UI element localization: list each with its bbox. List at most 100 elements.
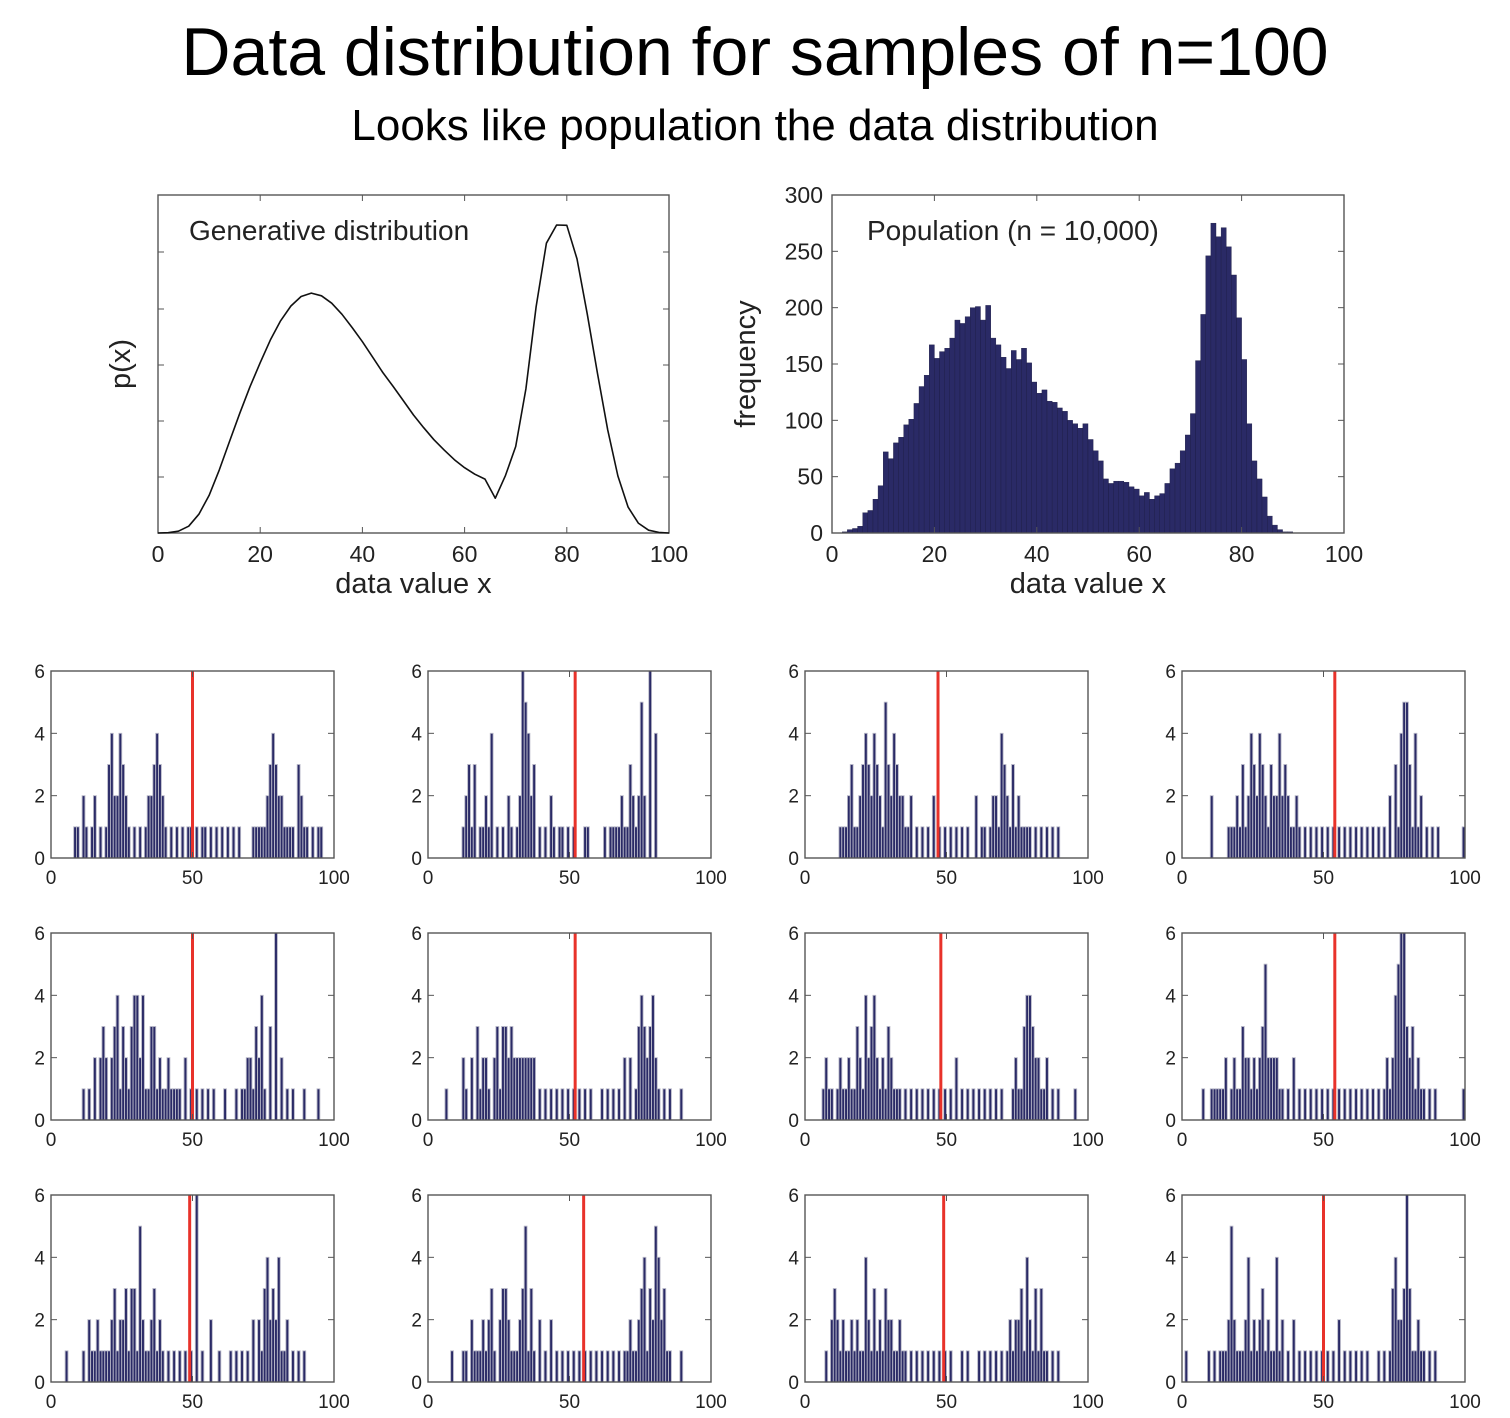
sample-histogram-2: 0 50 100 0 2 4 6 bbox=[411, 662, 726, 889]
y-tick-label: 0 bbox=[788, 1373, 799, 1394]
histogram-bar bbox=[893, 442, 899, 534]
sample-histogram-12: 0 50 100 0 2 4 6 bbox=[1165, 1186, 1480, 1413]
histogram-bar bbox=[1365, 1088, 1370, 1121]
histogram-bar bbox=[1062, 411, 1068, 534]
histogram-bar bbox=[450, 1350, 454, 1383]
sample-histogram-11: 0 50 100 0 2 4 6 bbox=[788, 1186, 1103, 1413]
x-tick-label: 100 bbox=[695, 1130, 727, 1151]
histogram-bar bbox=[1041, 389, 1048, 534]
histogram-bar bbox=[138, 826, 143, 859]
y-tick-label: 4 bbox=[1165, 724, 1176, 745]
axes-frame bbox=[427, 932, 712, 1121]
histogram-bar bbox=[552, 826, 556, 859]
histogram-bar bbox=[1159, 493, 1166, 534]
histogram-bar bbox=[583, 1088, 587, 1121]
histogram-bar bbox=[668, 1088, 672, 1121]
histogram-bar bbox=[877, 485, 884, 534]
histogram-bar bbox=[1205, 255, 1212, 534]
histogram-bar bbox=[920, 1350, 925, 1383]
histogram-bar bbox=[81, 1350, 86, 1383]
histogram-bar bbox=[954, 826, 959, 859]
histogram-bar bbox=[1325, 1350, 1330, 1383]
y-tick-label: 0 bbox=[411, 849, 422, 870]
x-tick-label: 60 bbox=[1126, 541, 1152, 567]
histogram-bar bbox=[1231, 274, 1237, 534]
histogram-bar bbox=[1376, 1088, 1381, 1121]
panel-label: Population (n = 10,000) bbox=[867, 215, 1159, 246]
y-tick-label: 4 bbox=[1165, 1248, 1176, 1269]
histogram-bar bbox=[1045, 826, 1049, 859]
y-tick-label: 0 bbox=[1165, 849, 1176, 870]
histogram-bar bbox=[1291, 1057, 1296, 1121]
histogram-bar bbox=[1169, 468, 1176, 534]
histogram-bar bbox=[931, 1350, 936, 1383]
histogram-bar bbox=[231, 826, 236, 859]
histogram-bar bbox=[1308, 826, 1313, 859]
histogram-bar bbox=[296, 1350, 301, 1383]
sample-histogram-6: 0 50 100 0 2 4 6 bbox=[411, 924, 726, 1151]
histogram-bar bbox=[87, 1088, 92, 1121]
histogram-bar bbox=[1077, 428, 1084, 534]
histogram-bar bbox=[653, 732, 658, 859]
histogram-bar bbox=[977, 1088, 981, 1121]
histogram-bar bbox=[268, 1026, 273, 1121]
histogram-bar bbox=[1382, 826, 1387, 859]
histogram-bar bbox=[954, 319, 961, 534]
x-tick-label: 40 bbox=[350, 541, 376, 567]
histogram-bar bbox=[603, 826, 607, 859]
histogram-bar bbox=[560, 826, 565, 859]
histogram-bar bbox=[549, 1319, 553, 1383]
histogram-bar bbox=[200, 1350, 205, 1383]
histogram-bar bbox=[960, 1350, 964, 1383]
y-tick-label: 2 bbox=[788, 1049, 799, 1070]
histogram-bar bbox=[586, 826, 590, 859]
x-tick-label: 50 bbox=[936, 1392, 957, 1413]
histogram-bar bbox=[999, 1088, 1004, 1121]
histogram-bar bbox=[98, 826, 103, 859]
histogram-bar bbox=[1057, 407, 1063, 534]
histogram-bar bbox=[194, 1088, 199, 1121]
histogram-bar bbox=[1365, 826, 1370, 859]
histogram-bar bbox=[1424, 826, 1429, 859]
x-tick-label: 100 bbox=[1325, 541, 1363, 567]
histogram-bar bbox=[1331, 1350, 1336, 1383]
histogram-bar bbox=[931, 795, 936, 859]
y-tick-label: 6 bbox=[788, 1186, 799, 1207]
histogram-bar bbox=[577, 1088, 582, 1121]
histogram-bar bbox=[588, 1350, 593, 1383]
histogram-bar bbox=[1051, 402, 1058, 534]
histogram-bar bbox=[217, 1350, 222, 1383]
y-tick-label: 6 bbox=[1165, 662, 1176, 683]
x-tick-label: 50 bbox=[182, 868, 203, 889]
histogram-bar bbox=[274, 932, 278, 1121]
histogram-bar bbox=[929, 344, 935, 534]
histogram-bar bbox=[1382, 1350, 1387, 1383]
histogram-bar bbox=[1303, 826, 1307, 859]
y-tick-label: 2 bbox=[788, 787, 799, 808]
x-tick-label: 0 bbox=[826, 541, 839, 567]
histogram-bar bbox=[245, 1350, 250, 1383]
histogram-bar bbox=[926, 826, 930, 859]
histogram-bar bbox=[1261, 496, 1268, 534]
histogram-bar bbox=[532, 1057, 536, 1121]
histogram-bar bbox=[1073, 1088, 1078, 1121]
histogram-bar bbox=[262, 1088, 267, 1121]
histogram-bar bbox=[909, 1350, 913, 1383]
histogram-bar bbox=[84, 826, 89, 859]
y-tick-label: 6 bbox=[411, 924, 422, 945]
axes-frame bbox=[157, 194, 670, 534]
histogram-bar bbox=[501, 826, 505, 859]
y-tick-label: 6 bbox=[788, 662, 799, 683]
histogram-bar bbox=[679, 1088, 684, 1121]
histogram-bar bbox=[977, 1350, 981, 1383]
histogram-bar bbox=[211, 1088, 216, 1121]
histogram-bar bbox=[1154, 495, 1160, 534]
histogram-bar bbox=[857, 526, 863, 534]
histogram-bar bbox=[285, 1319, 290, 1383]
y-tick-label: 2 bbox=[34, 1049, 45, 1070]
x-tick-label: 50 bbox=[1313, 1392, 1334, 1413]
histogram-bar bbox=[1297, 1088, 1302, 1121]
histogram-bar bbox=[183, 1057, 188, 1121]
histogram-bar bbox=[600, 1088, 604, 1121]
x-tick-label: 100 bbox=[1072, 868, 1104, 889]
